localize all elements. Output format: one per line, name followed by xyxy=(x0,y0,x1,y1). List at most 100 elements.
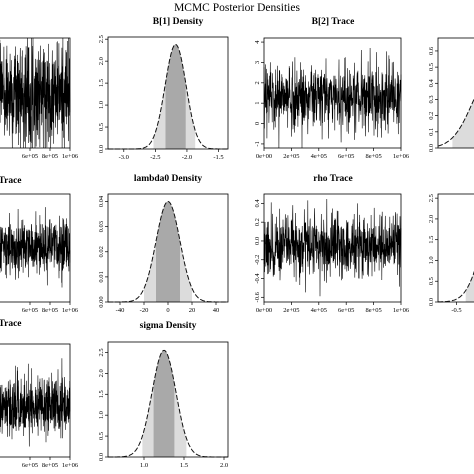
y-tick-label: 0.00 xyxy=(98,296,105,307)
y-tick-label: 0.0 xyxy=(98,453,105,461)
y-tick-label: 1.0 xyxy=(98,411,105,419)
credible-interval-outer xyxy=(465,272,474,302)
panel-title: B[2] Trace xyxy=(312,17,355,27)
y-tick-label: 1.0 xyxy=(428,256,435,264)
x-tick-label: 4e+05 xyxy=(311,153,327,160)
x-tick-label: 40 xyxy=(213,307,220,314)
y-tick-label: 0.5 xyxy=(98,432,105,440)
y-tick-label: -0.4 xyxy=(254,273,261,284)
x-tick-label: -40 xyxy=(116,307,125,314)
x-tick-label: 1e+06 xyxy=(62,153,79,160)
y-tick-label: 1.5 xyxy=(98,79,105,87)
y-tick-label: 1.5 xyxy=(98,390,105,398)
y-tick-label: 0.4 xyxy=(254,199,261,208)
x-tick-label: 2e+05 xyxy=(283,307,299,314)
trace-line xyxy=(0,207,71,288)
y-tick-label: 0.0 xyxy=(98,145,105,153)
b1-trace-partial-panel: 6e+05 8e+05 1e+06 xyxy=(0,37,79,160)
x-tick-label: -2.5 xyxy=(150,154,160,161)
x-tick-label: 1e+06 xyxy=(62,307,79,314)
trace-line xyxy=(0,37,71,149)
plot-frame xyxy=(107,36,229,150)
y-tick-label: 2.5 xyxy=(98,35,105,43)
x-tick-label: 2.0 xyxy=(220,462,228,469)
x-tick-label: 0 xyxy=(166,307,169,314)
b2-trace-panel: 0e+00 2e+05 4e+05 6e+05 8e+05 1e+06 -1 0 1 2 3 4 B[2… xyxy=(254,17,410,160)
x-tick-label: 6e+05 xyxy=(22,462,38,469)
credible-interval-inner xyxy=(165,44,186,149)
trace-line xyxy=(263,198,402,297)
lambda0-density-panel: -40 -20 0 20 40 0.00 0.01 0.02 0.03 0.04 lambda0 D… xyxy=(98,174,229,314)
y-tick-label: 0.03 xyxy=(98,221,105,232)
x-tick-label: 6e+05 xyxy=(338,307,354,314)
x-tick-label: 1e+06 xyxy=(393,153,410,160)
x-tick-label: 8e+05 xyxy=(42,307,58,314)
x-tick-label: 0e+00 xyxy=(256,153,272,160)
y-tick-label: 0.1 xyxy=(428,128,435,136)
x-tick-label: 8e+05 xyxy=(42,153,58,160)
y-tick-label: 2.0 xyxy=(98,369,105,377)
trace-line xyxy=(263,47,402,149)
x-tick-label: 1e+06 xyxy=(393,307,410,314)
panel-title: Trace xyxy=(0,319,22,329)
y-tick-label: 0.6 xyxy=(428,46,435,55)
x-tick-label: 8e+05 xyxy=(365,153,381,160)
y-tick-label: 0.04 xyxy=(98,195,105,207)
plot-frame xyxy=(0,193,71,303)
panel-title: Trace xyxy=(0,176,22,186)
plot-frame xyxy=(107,341,229,458)
sigma-trace-partial-panel: 6e+05 8e+05 1e+06 Trace xyxy=(0,319,79,469)
y-tick-label: 0.5 xyxy=(98,123,105,131)
x-tick-label: -2.0 xyxy=(182,154,192,161)
y-tick-label: 3 xyxy=(254,61,261,64)
y-tick-label: 1.0 xyxy=(98,101,105,109)
y-tick-label: 1 xyxy=(254,102,261,105)
y-tick-label: 0.5 xyxy=(428,277,435,285)
x-tick-label: -20 xyxy=(140,307,149,314)
panel-title: rho Trace xyxy=(313,174,352,184)
b1-density-panel: -3.0 -2.5 -2.0 -1.5 0.0 0.5 1.0 1.5 2.0 2.5 B[1] D… xyxy=(98,17,229,161)
x-tick-label: 0e+00 xyxy=(256,307,272,314)
y-tick-label: 1.5 xyxy=(428,236,435,244)
density-curve xyxy=(108,349,228,458)
trace-line xyxy=(0,358,71,447)
credible-interval-outer xyxy=(452,99,474,148)
y-tick-label: 2.5 xyxy=(98,348,105,356)
x-tick-label: 6e+05 xyxy=(22,307,38,314)
lambda0-trace-partial-panel: 6e+05 8e+05 1e+06 Trace xyxy=(0,176,79,314)
y-tick-label: -0.2 xyxy=(254,255,261,265)
plot-frame xyxy=(437,193,474,303)
rho-density-partial-panel: -0.50.00.00.51.01.52.02.5 xyxy=(428,193,474,314)
panel-title: sigma Density xyxy=(140,321,197,331)
x-tick-label: 1.5 xyxy=(180,462,188,469)
x-tick-label: 6e+05 xyxy=(338,153,354,160)
x-tick-label: 4e+05 xyxy=(311,307,327,314)
plot-frame xyxy=(437,37,474,149)
x-tick-label: 6e+05 xyxy=(22,153,38,160)
x-tick-label: 1e+06 xyxy=(62,462,79,469)
x-tick-label: 2e+05 xyxy=(283,153,299,160)
plot-frame xyxy=(0,37,71,149)
x-tick-label: -0.5 xyxy=(451,307,461,314)
x-tick-label: 8e+05 xyxy=(365,307,381,314)
y-tick-label: 2.0 xyxy=(428,215,435,223)
y-tick-label: 4 xyxy=(254,40,261,44)
panel-title: lambda0 Density xyxy=(134,174,203,184)
y-tick-label: 0.0 xyxy=(254,237,261,245)
plot-frame xyxy=(263,193,402,303)
credible-interval-inner xyxy=(153,350,175,457)
main-title: MCMC Posterior Densities xyxy=(174,2,300,14)
rho-trace-panel: 0e+00 2e+05 4e+05 6e+05 8e+05 1e+06 -0.6 -0.4 -0… xyxy=(254,174,410,314)
y-tick-label: 0.2 xyxy=(254,218,261,226)
y-tick-label: 2 xyxy=(254,81,261,84)
y-tick-label: 0.0 xyxy=(428,144,435,152)
plot-frame xyxy=(0,343,71,458)
panel-title: B[1] Density xyxy=(153,17,204,27)
density-curve xyxy=(108,43,228,150)
plot-frame xyxy=(263,37,402,149)
sigma-density-panel: 1.0 1.5 2.0 0.0 0.5 1.0 1.5 2.0 2.5 sigma Density xyxy=(98,321,229,469)
x-tick-label: 8e+05 xyxy=(42,462,58,469)
y-tick-label: 0.2 xyxy=(428,112,435,120)
